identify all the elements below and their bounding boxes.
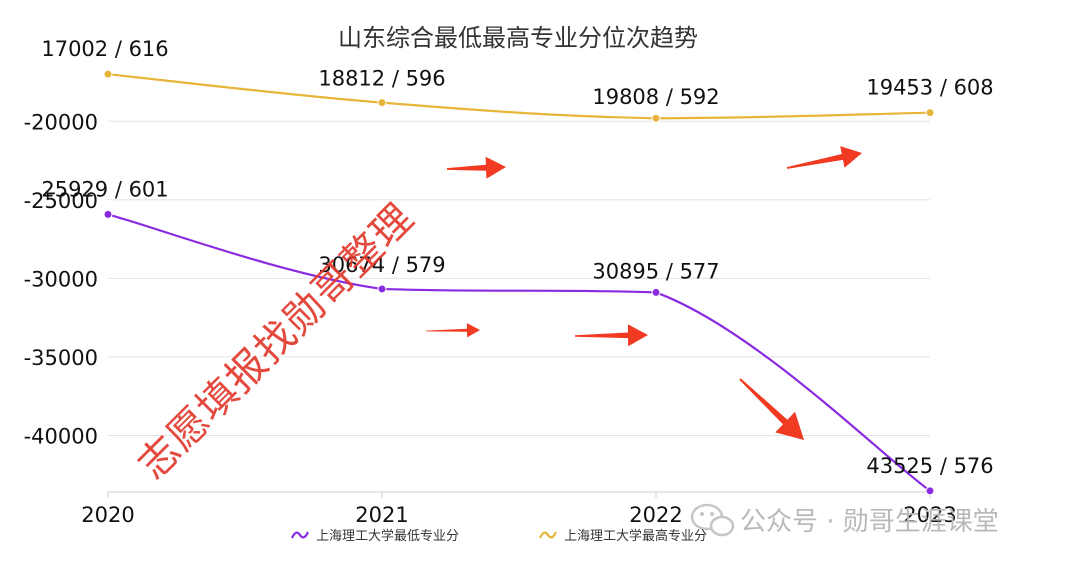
y-tick-label: -30000 [24,267,98,291]
y-tick-label: -25000 [24,189,98,213]
data-label: 30895 / 577 [592,259,719,283]
legend-label: 上海理工大学最高专业分 [564,528,707,544]
red-arrow [426,323,480,338]
series-line-1 [107,73,931,120]
data-point [925,486,935,496]
data-labels: 25929 / 601 30674 / 579 30895 / 577 43525 /… [41,37,993,478]
legend: 上海理工大学最低专业分 上海理工大学最高专业分 [290,528,707,544]
data-label: 17002 / 616 [41,37,168,61]
data-point [651,287,661,297]
legend-swatch [538,531,558,539]
red-arrow [575,324,648,347]
y-tick-label: -40000 [24,424,98,448]
data-point [925,108,935,118]
data-label: 18812 / 596 [318,67,445,91]
y-tick-label: -20000 [24,110,98,134]
x-tick-label: 2021 [355,503,408,527]
data-label: 43525 / 576 [866,454,993,478]
gridlines [108,120,930,436]
chart-title: 山东综合最低最高专业分位次趋势 [338,24,698,52]
x-tick-label: 2023 [903,503,956,527]
data-label: 25929 / 601 [41,177,168,201]
data-point [377,98,387,108]
data-label: 19808 / 592 [592,85,719,109]
data-label: 19453 / 608 [866,76,993,100]
wechat-icon [690,503,735,537]
series-line-0 [107,213,931,492]
legend-swatch [290,531,310,539]
y-tick-label: -35000 [24,346,98,370]
data-point [103,209,113,219]
x-tick-label: 2020 [81,503,134,527]
footer-watermark: 公众号 · 勋哥生涯课堂 [690,503,999,537]
data-point [377,284,387,294]
data-point [651,113,661,123]
y-axis: -20000 -25000 -30000 -35000 -40000 [24,110,98,448]
red-arrow [786,146,862,169]
red-arrow [447,156,506,179]
legend-label: 上海理工大学最低专业分 [316,528,459,544]
data-point [103,69,113,79]
annotation-arrows [426,146,862,440]
x-tick-label: 2022 [629,503,682,527]
x-axis: 2020 2021 2022 2023 [81,491,957,527]
footer-text: 公众号 · 勋哥生涯课堂 [740,507,999,537]
red-arrow [739,378,804,440]
data-points [103,69,935,496]
data-label: 30674 / 579 [318,253,445,277]
series-lines [107,73,931,492]
